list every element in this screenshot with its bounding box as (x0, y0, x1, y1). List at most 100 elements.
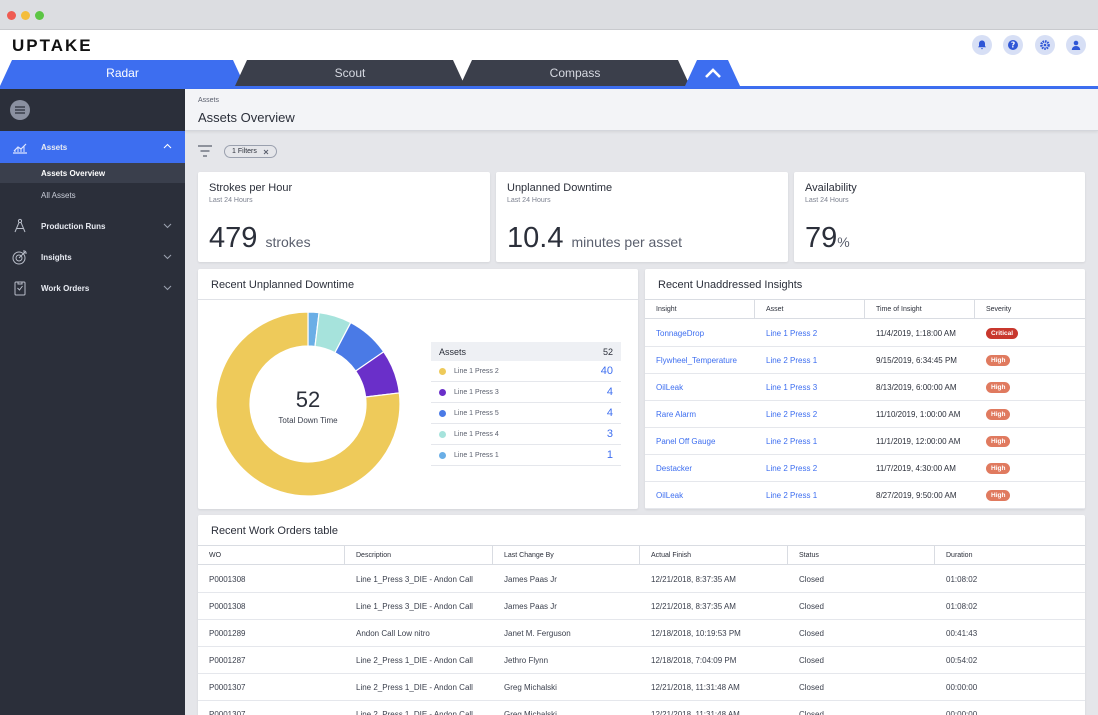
wo-duration: 00:00:00 (946, 682, 978, 692)
column-header[interactable]: Last Change By (493, 546, 640, 565)
insight-row[interactable]: Destacker Line 2 Press 2 11/7/2019, 4:30:0… (645, 455, 1085, 482)
wo-status: Closed (799, 574, 824, 584)
work-order-row[interactable]: P0001308 Line 1_Press 3_DIE - Andon Call J… (198, 593, 1085, 620)
tab-compass-label: Compass (549, 66, 601, 80)
wo-last-change-by: James Paas Jr (504, 574, 557, 584)
donut-slice-line-1-press-2[interactable] (215, 311, 401, 497)
asset-link[interactable]: Line 2 Press 2 (766, 409, 818, 419)
insight-name-link[interactable]: Panel Off Gauge (656, 436, 716, 446)
legend-item[interactable]: Line 1 Press 2 40 (431, 361, 621, 382)
legend-item-label: Line 1 Press 3 (454, 388, 499, 396)
uptake-logo[interactable]: UPTAKE (12, 36, 93, 55)
legend-item[interactable]: Line 1 Press 4 3 (431, 424, 621, 445)
sidebar-subitem-assets-overview[interactable]: Assets Overview (0, 163, 185, 183)
wo-duration: 01:08:02 (946, 601, 978, 611)
sidebar-item-insights[interactable]: Insights (0, 241, 185, 273)
asset-link[interactable]: Line 2 Press 2 (766, 463, 818, 473)
kpi-value-row: 10.4 minutes per asset (507, 222, 682, 255)
asset-link[interactable]: Line 2 Press 1 (766, 436, 818, 446)
bell-icon[interactable] (972, 35, 992, 55)
legend-header-label: Assets (439, 346, 467, 357)
work-order-row[interactable]: P0001308 Line 1_Press 3_DIE - Andon Call J… (198, 566, 1085, 593)
insights-card-title: Recent Unaddressed Insights (658, 279, 803, 291)
insight-name-link[interactable]: TonnageDrop (656, 328, 705, 338)
work-order-row[interactable]: P0001307 Line 2_Press 1_DIE - Andon Call G… (198, 674, 1085, 701)
column-header[interactable]: Description (345, 546, 493, 565)
filter-chip[interactable]: 1 Filters (224, 145, 277, 158)
tab-scout-label: Scout (334, 66, 366, 80)
tab-radar[interactable]: Radar (0, 60, 245, 86)
breadcrumb[interactable]: Assets (198, 97, 220, 104)
wo-number: P0001287 (209, 655, 246, 665)
sidebar-item-production-runs[interactable]: Production Runs (0, 210, 185, 242)
sidebar-item-label: Insights (41, 252, 72, 262)
close-icon[interactable] (263, 149, 269, 155)
wo-number: P0001307 (209, 709, 246, 715)
asset-link[interactable]: Line 2 Press 1 (766, 490, 818, 500)
wo-description: Andon Call Low nitro (356, 628, 430, 638)
column-header[interactable]: Duration (946, 552, 973, 559)
insight-name-link[interactable]: OilLeak (656, 382, 684, 392)
insight-name-link[interactable]: Flywheel_Temperature (656, 355, 737, 365)
column-header[interactable]: WO (198, 546, 345, 565)
close-window-button[interactable] (7, 11, 16, 20)
wo-description: Line 1_Press 3_DIE - Andon Call (356, 574, 473, 584)
insight-row[interactable]: Flywheel_Temperature Line 2 Press 1 9/15/2… (645, 347, 1085, 374)
insight-row[interactable]: OilLeak Line 1 Press 3 8/13/2019, 6:00:00 … (645, 374, 1085, 401)
insight-row[interactable]: TonnageDrop Line 1 Press 2 11/4/2019, 1:18… (645, 320, 1085, 347)
insight-name-link[interactable]: Destacker (656, 463, 693, 473)
insight-time: 11/1/2019, 12:00:00 AM (876, 436, 961, 446)
asset-link[interactable]: Line 1 Press 2 (766, 328, 818, 338)
legend-swatch (439, 451, 446, 459)
work-order-row[interactable]: P0001289 Andon Call Low nitro Janet M. Fer… (198, 620, 1085, 647)
insight-row[interactable]: OilLeak Line 2 Press 1 8/27/2019, 9:50:00 … (645, 482, 1085, 509)
legend-item[interactable]: Line 1 Press 1 1 (431, 445, 621, 466)
insights-card: Recent Unaddressed Insights Insight Asse… (645, 269, 1085, 509)
severity-badge: High (986, 489, 1011, 501)
legend-item-value[interactable]: 40 (600, 365, 613, 377)
insight-row[interactable]: Rare Alarm Line 2 Press 2 11/10/2019, 1:00… (645, 401, 1085, 428)
asset-link[interactable]: Line 1 Press 3 (766, 382, 818, 392)
work-order-row[interactable]: P0001307 Line 2_Press 1_DIE - Andon Call G… (198, 701, 1085, 715)
sidebar-subitem-all-assets[interactable]: All Assets (0, 185, 185, 205)
legend-item-value[interactable]: 1 (606, 449, 613, 461)
donut-center-label: Total Down Time (278, 416, 338, 425)
legend-item-value[interactable]: 4 (606, 386, 613, 398)
legend-item-value[interactable]: 3 (606, 428, 613, 440)
tab-radar-label: Radar (106, 66, 139, 80)
work-order-row[interactable]: P0001287 Line 2_Press 1_DIE - Andon Call J… (198, 647, 1085, 674)
column-header[interactable]: Severity (986, 306, 1012, 313)
user-icon[interactable] (1066, 35, 1086, 55)
column-header[interactable]: Asset (755, 300, 865, 319)
sidebar-item-work-orders[interactable]: Work Orders (0, 272, 185, 304)
tab-compass[interactable]: Compass (460, 60, 690, 86)
insight-name-link[interactable]: OilLeak (656, 490, 684, 500)
legend-item-value[interactable]: 4 (606, 407, 613, 419)
kpi-title: Unplanned Downtime (507, 182, 613, 194)
kpi-unit: % (837, 234, 850, 250)
sidebar-item-assets[interactable]: Assets (0, 131, 185, 163)
gear-icon[interactable] (1035, 35, 1055, 55)
asset-link[interactable]: Line 2 Press 1 (766, 355, 818, 365)
help-icon[interactable]: ? (1003, 35, 1023, 55)
insight-name-link[interactable]: Rare Alarm (656, 409, 697, 419)
column-header[interactable]: Insight (645, 300, 755, 319)
chart-icon (13, 143, 27, 154)
legend-swatch (439, 430, 446, 438)
hamburger-menu-button[interactable] (10, 100, 30, 120)
insight-row[interactable]: Panel Off Gauge Line 2 Press 1 11/1/2019, … (645, 428, 1085, 455)
tab-scout[interactable]: Scout (235, 60, 465, 86)
maximize-window-button[interactable] (35, 11, 44, 20)
legend-item[interactable]: Line 1 Press 3 4 (431, 382, 621, 403)
divider (198, 299, 638, 300)
wo-number: P0001307 (209, 682, 246, 692)
column-header[interactable]: Actual Finish (640, 546, 788, 565)
legend-item[interactable]: Line 1 Press 5 4 (431, 403, 621, 424)
wo-duration: 01:08:02 (946, 574, 978, 584)
sidebar: Assets Assets Overview All Assets Produc… (0, 89, 185, 715)
minimize-window-button[interactable] (21, 11, 30, 20)
insight-time: 9/15/2019, 6:34:45 PM (876, 355, 957, 365)
filter-icon[interactable] (198, 145, 212, 157)
column-header[interactable]: Status (788, 546, 935, 565)
column-header[interactable]: Time of Insight (865, 300, 975, 319)
